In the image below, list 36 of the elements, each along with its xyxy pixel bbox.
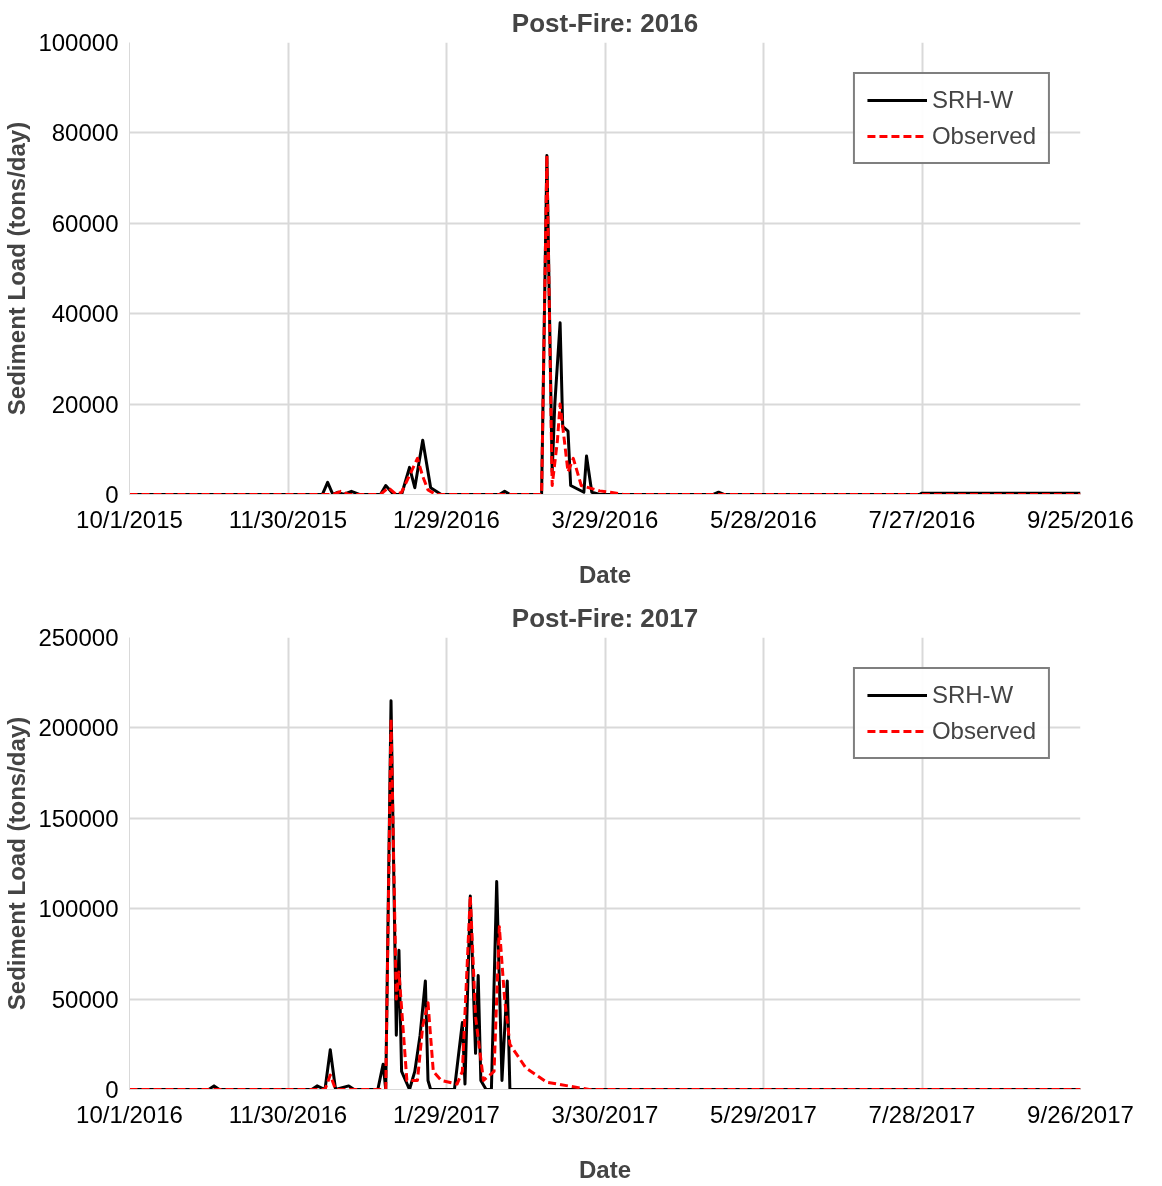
x-tick-label: 3/30/2017 (551, 1100, 659, 1128)
x-tick-label: 5/29/2017 (710, 1100, 817, 1128)
y-tick-label: 100000 (38, 29, 119, 56)
x-tick-label: 7/28/2017 (868, 1100, 976, 1128)
y-tick-label: 20000 (51, 390, 119, 418)
x-tick-label: 1/29/2017 (393, 1100, 500, 1128)
x-tick-label: 1/29/2016 (393, 505, 500, 533)
x-tick-label: 11/30/2016 (228, 1100, 348, 1128)
y-tick-label: 80000 (51, 119, 119, 147)
y-tick-label: 40000 (51, 300, 119, 328)
legend-label: SRH-W (931, 86, 1014, 114)
legend-label: Observed (931, 717, 1036, 745)
x-tick-label: 10/1/2016 (76, 1100, 183, 1128)
x-tick-label: 10/1/2015 (76, 505, 183, 533)
chart-title: Post-Fire: 2016 (511, 7, 699, 38)
x-tick-label: 3/29/2016 (551, 505, 659, 533)
x-tick-label: 7/27/2016 (868, 505, 976, 533)
legend-label: Observed (931, 122, 1036, 150)
x-tick-label: 9/26/2017 (1027, 1100, 1134, 1128)
y-tick-label: 200000 (38, 714, 119, 742)
y-axis-title: Sediment Load (tons/day) (3, 716, 31, 1011)
y-tick-label: 60000 (51, 209, 119, 237)
y-tick-label: 150000 (38, 804, 119, 832)
y-tick-label: 250000 (38, 624, 119, 651)
y-tick-label: 0 (105, 1076, 119, 1103)
y-tick-label: 0 (105, 481, 119, 508)
x-tick-label: 11/30/2015 (228, 505, 348, 533)
x-axis-title: Date (578, 1155, 632, 1183)
chart-title: Post-Fire: 2017 (511, 602, 699, 633)
y-axis-title: Sediment Load (tons/day) (3, 121, 31, 416)
x-axis-title: Date (578, 560, 632, 588)
legend-label: SRH-W (931, 681, 1014, 709)
x-tick-label: 9/25/2016 (1027, 505, 1134, 533)
y-tick-label: 100000 (38, 895, 119, 923)
y-tick-label: 50000 (51, 985, 119, 1013)
x-tick-label: 5/28/2016 (710, 505, 817, 533)
